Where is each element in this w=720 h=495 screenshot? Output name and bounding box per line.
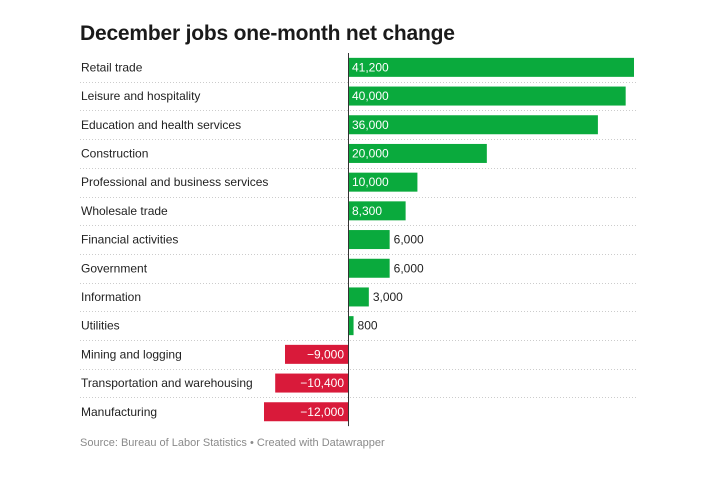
value-label: 8,300 xyxy=(352,204,382,218)
category-label: Professional and business services xyxy=(81,175,268,189)
bar-positive xyxy=(348,172,418,192)
value-label: −12,000 xyxy=(300,405,344,419)
category-label: Financial activities xyxy=(81,233,178,247)
bar-negative xyxy=(264,402,348,422)
chart-title: December jobs one-month net change xyxy=(80,22,455,45)
bar-positive xyxy=(348,143,487,163)
bar-positive xyxy=(348,86,626,106)
value-label: 6,000 xyxy=(394,233,424,247)
value-label: −10,400 xyxy=(300,376,344,390)
value-label: 20,000 xyxy=(352,146,389,160)
value-label: −9,000 xyxy=(307,347,344,361)
category-label: Leisure and hospitality xyxy=(81,89,200,103)
value-label: 40,000 xyxy=(352,89,389,103)
value-label: 36,000 xyxy=(352,118,389,132)
category-label: Construction xyxy=(81,146,148,160)
bar-positive xyxy=(348,230,390,250)
category-label: Government xyxy=(81,261,148,275)
bar-positive xyxy=(348,115,598,135)
bar-positive xyxy=(348,316,354,336)
source-note: Source: Bureau of Labor Statistics • Cre… xyxy=(80,437,385,449)
category-label: Wholesale trade xyxy=(81,204,168,218)
bar-positive xyxy=(348,258,390,278)
category-label: Utilities xyxy=(81,319,120,333)
category-label: Information xyxy=(81,290,141,304)
category-label: Education and health services xyxy=(81,118,241,132)
value-label: 6,000 xyxy=(394,261,424,275)
value-label: 800 xyxy=(358,319,378,333)
bar-negative xyxy=(285,344,348,364)
bar-positive xyxy=(348,57,634,77)
bar-positive xyxy=(348,201,406,221)
bar-positive xyxy=(348,287,369,307)
category-label: Mining and logging xyxy=(81,347,182,361)
bar-negative xyxy=(275,373,348,393)
value-label: 3,000 xyxy=(373,290,403,304)
category-label: Transportation and warehousing xyxy=(81,376,253,390)
category-label: Retail trade xyxy=(81,60,143,74)
category-label: Manufacturing xyxy=(81,405,157,419)
value-label: 10,000 xyxy=(352,175,389,189)
value-label: 41,200 xyxy=(352,60,389,74)
